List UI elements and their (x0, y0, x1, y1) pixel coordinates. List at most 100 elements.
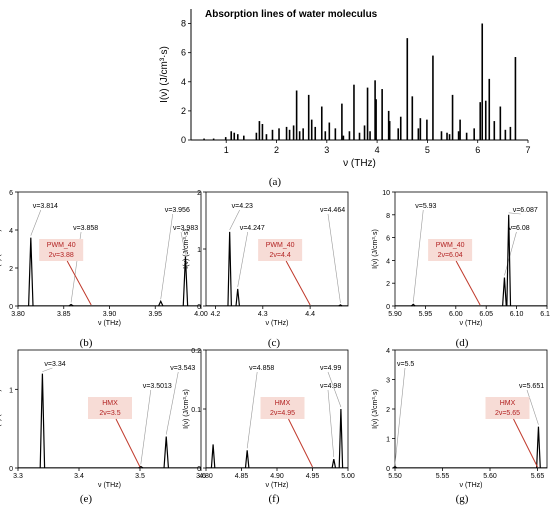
y-tick-label: 10 (382, 190, 390, 197)
x-tick-label: 5.00 (341, 473, 355, 480)
y-tick-label: 2 (9, 266, 13, 273)
peak-label: ν=3.983 (173, 225, 198, 232)
peak-label: ν=4.98 (320, 383, 341, 390)
x-axis-label: ν (THz) (98, 482, 121, 489)
peak-label: ν=3.543 (170, 365, 195, 372)
label-leader (327, 371, 342, 408)
label-leader (394, 367, 406, 465)
y-tick-label: 1 (9, 387, 13, 394)
annotation-label: PWM_40 (436, 242, 465, 249)
annotation-value: 2ν=3.5 (99, 410, 120, 417)
x-tick-label: 5.55 (436, 473, 450, 480)
chart-panel-a: 1 2 3 4 5 6 7 0 2 4 6 8 ν (THz) I(ν) (J/cm³·s) Absorpt… (159, 9, 531, 169)
spectral-peak (182, 256, 189, 307)
x-tick-label: 5.95 (419, 311, 433, 318)
annotation-box (258, 239, 303, 261)
peak-label: ν=5.651 (519, 383, 544, 390)
peak-label: ν=6.087 (513, 207, 538, 214)
x-tick-label: 4.85 (235, 473, 249, 480)
annotation-value: 2ν=6.04 (438, 252, 463, 259)
y-tick-label: 0 (9, 304, 13, 311)
annotation-label: HMX (500, 400, 516, 407)
annotation-arrow (513, 418, 538, 468)
annotation-arrow (455, 260, 481, 306)
spectral-peak (411, 303, 416, 307)
annotation-label: HMX (102, 400, 118, 407)
spectral-peak (331, 459, 337, 469)
peak-label: ν=4.858 (249, 365, 274, 372)
y-tick-label: 2 (386, 281, 390, 288)
label-leader (30, 209, 42, 236)
annotation-value: 2ν=5.65 (495, 410, 520, 417)
peak-label: ν=3.956 (165, 207, 190, 214)
peak-label: ν=5.5 (397, 361, 414, 368)
label-leader (237, 231, 249, 287)
spectral-peak (506, 214, 512, 307)
x-tick-label: 5.90 (388, 311, 402, 318)
chart-panel-g: 5.50 5.55 5.60 5.65 0 1 2 3 4 ν (THz) I(ν) (J/cm³·… (372, 348, 548, 489)
annotation-arrow (115, 418, 141, 468)
label-leader (508, 212, 521, 215)
plot-frame (17, 349, 202, 469)
x-tick-label: 4.4 (305, 311, 315, 318)
y-tick-label: 2 (386, 407, 390, 414)
peak-label: ν=3.858 (73, 225, 98, 232)
panel-caption-b: (b) (79, 337, 93, 349)
chart-panel-d: 5.90 5.95 6.00 6.05 6.10 6.15 0 2 4 6 8 10 ν (THz) I(… (372, 190, 550, 327)
y-axis-label: I(ν) (J/cm³·s) (159, 46, 170, 103)
label-leader (140, 389, 152, 465)
x-tick-label: 4.95 (306, 473, 320, 480)
peak-label: ν=4.99 (320, 365, 341, 372)
panel-caption-d: (d) (455, 337, 469, 349)
y-tick-label: 0 (386, 304, 390, 311)
y-tick-label: 8 (181, 19, 186, 29)
label-leader (160, 213, 174, 300)
y-tick-label: 2 (181, 106, 186, 116)
x-tick-label: 3.85 (57, 311, 71, 318)
x-tick-label: 4.80 (199, 473, 213, 480)
chart-panel-f: 4.80 4.85 4.90 4.95 5.00 0 0.1 0.2 ν (THz) I(ν) (… (183, 348, 355, 489)
x-axis-label: ν (THz) (460, 320, 483, 327)
x-tick-label: 3.80 (11, 311, 25, 318)
x-axis-label: ν (THz) (266, 320, 289, 327)
y-tick-label: 4 (181, 77, 186, 87)
plot-frame (394, 191, 548, 307)
y-tick-label: 6 (9, 190, 13, 197)
annotation-arrow (285, 260, 311, 306)
spectral-peak (536, 426, 541, 469)
peak-label: ν=4.23 (232, 203, 253, 210)
y-tick-label: 4 (386, 348, 390, 355)
y-tick-label: 0 (181, 135, 186, 145)
x-tick-label: 1 (224, 145, 229, 155)
annotation-box (428, 239, 473, 261)
spectral-peak (227, 231, 232, 307)
spectral-peak (392, 465, 398, 469)
peak-label: ν=3.34 (44, 361, 65, 368)
peak-label: ν=5.93 (415, 203, 436, 210)
spectral-peak (338, 304, 343, 307)
chart-title: Absorption lines of water moleculus (205, 9, 378, 20)
peak-label: ν=3.5013 (143, 383, 172, 390)
x-tick-label: 4.3 (258, 311, 268, 318)
y-tick-label: 0 (386, 466, 390, 473)
y-tick-label: 1 (386, 437, 390, 444)
label-leader (327, 389, 335, 458)
label-leader (180, 231, 186, 255)
spectral-peak (210, 444, 216, 469)
panel-caption-f: (f) (268, 493, 280, 505)
x-tick-label: 5.65 (531, 473, 545, 480)
annotation-label: PWM_40 (47, 242, 76, 249)
y-tick-label: 0 (9, 466, 13, 473)
x-axis-label: ν (THz) (343, 158, 376, 169)
spectral-peak (28, 237, 34, 307)
y-axis-label: I(ν) (J/cm³·s) (372, 229, 379, 269)
spectral-peak (138, 465, 144, 469)
x-tick-label: 4.2 (211, 311, 221, 318)
spectral-peak (163, 436, 170, 469)
label-leader (165, 371, 179, 435)
x-axis-label: ν (THz) (266, 482, 289, 489)
x-tick-label: 3.6 (196, 473, 206, 480)
